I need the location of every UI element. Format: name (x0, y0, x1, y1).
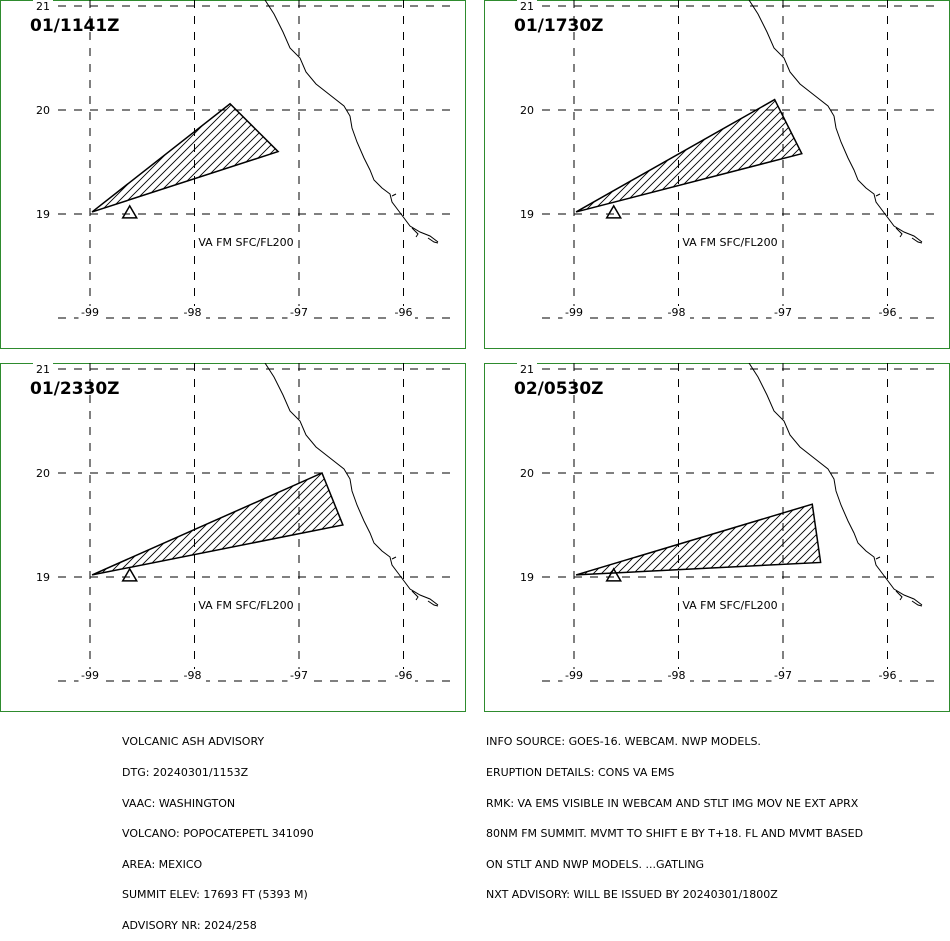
latitude-tick-label: 20 (36, 467, 50, 480)
longitude-tick-label: -98 (668, 306, 686, 319)
coastline (748, 0, 923, 243)
forecast-panel-1: -99 -98 -97 -96 21 20 19 VA FM SFC/FL200 01/114… (0, 0, 466, 349)
longitude-tick-label: -97 (774, 306, 792, 319)
advisory-line: NXT ADVISORY: WILL BE ISSUED BY 20240301… (486, 888, 778, 902)
latitude-tick-label: 21 (36, 363, 50, 376)
advisory-line: ERUPTION DETAILS: CONS VA EMS (486, 766, 675, 779)
advisory-line: ADVISORY NR: 2024/258 (122, 918, 257, 932)
advisory-line: INFO SOURCE: GOES-16. WEBCAM. NWP MODELS… (486, 735, 761, 749)
panel-time: 01/2330Z (30, 379, 120, 399)
advisory-line: VAAC: WASHINGTON (122, 796, 236, 810)
advisory-line: AREA: MEXICO (122, 857, 203, 871)
ash-level-label: VA FM SFC/FL200 (682, 599, 777, 612)
advisory-remarks-block: INFO SOURCE: GOES-16. WEBCAM. NWP MODELS… (486, 717, 863, 911)
volcano-triangle-icon (605, 204, 623, 219)
ash-level-label: VA FM SFC/FL200 (198, 599, 293, 612)
coastline (264, 0, 439, 243)
advisory-header-block: VOLCANIC ASH ADVISORY DTG: 20240301/1153… (122, 717, 314, 941)
ash-cloud-polygon (91, 102, 280, 213)
advisory-line: SUMMIT ELEV: 17693 FT (5393 M) (122, 888, 308, 902)
advisory-line: DTG: 20240301/1153Z (122, 766, 249, 779)
map-canvas: -99 -98 -97 -96 21 20 19 VA FM SFC/FL200 (0, 363, 466, 712)
longitude-tick-label: -98 (184, 669, 202, 682)
volcano-triangle-icon (121, 567, 139, 582)
volcano-triangle-icon (121, 204, 139, 219)
latitude-tick-label: 19 (520, 208, 534, 221)
longitude-tick-label: -99 (565, 306, 583, 319)
longitude-tick-label: -98 (184, 306, 202, 319)
latitude-tick-label: 19 (520, 571, 534, 584)
panel-border (0, 363, 466, 712)
longitude-tick-label: -96 (395, 306, 413, 319)
ash-level-label: VA FM SFC/FL200 (198, 236, 293, 249)
longitude-tick-label: -99 (81, 669, 99, 682)
latitude-tick-label: 20 (36, 104, 50, 117)
longitude-tick-label: -96 (879, 669, 897, 682)
coastline (748, 363, 923, 606)
coastline-detail (875, 193, 923, 244)
coastline-detail (875, 556, 923, 607)
latitude-tick-label: 21 (520, 0, 534, 13)
map-canvas: -99 -98 -97 -96 21 20 19 VA FM SFC/FL200 (0, 0, 466, 349)
longitude-tick-label: -96 (879, 306, 897, 319)
longitude-tick-label: -97 (774, 669, 792, 682)
longitude-tick-label: -99 (565, 669, 583, 682)
ash-cloud-polygon (575, 98, 803, 213)
forecast-panel-2: -99 -98 -97 -96 21 20 19 VA FM SFC/FL200 01/173… (484, 0, 950, 349)
latitude-tick-label: 20 (520, 467, 534, 480)
coastline-detail (391, 193, 439, 244)
coastline (264, 363, 439, 606)
panel-time: 01/1730Z (514, 16, 604, 36)
latitude-tick-label: 19 (36, 208, 50, 221)
longitude-tick-label: -99 (81, 306, 99, 319)
longitude-tick-label: -97 (290, 669, 308, 682)
panel-border (0, 0, 466, 349)
latitude-tick-label: 20 (520, 104, 534, 117)
advisory-line: VOLCANIC ASH ADVISORY (122, 735, 265, 749)
advisory-line: 80NM FM SUMMIT. MVMT TO SHIFT E BY T+18.… (486, 827, 864, 841)
latitude-tick-label: 21 (36, 0, 50, 13)
panel-time: 01/1141Z (30, 16, 120, 36)
advisory-line: RMK: VA EMS VISIBLE IN WEBCAM AND STLT I… (486, 796, 859, 810)
panel-time: 02/0530Z (514, 379, 604, 399)
latitude-tick-label: 19 (36, 571, 50, 584)
ash-cloud-polygon (575, 503, 822, 576)
ash-level-label: VA FM SFC/FL200 (682, 236, 777, 249)
latitude-tick-label: 21 (520, 363, 534, 376)
map-canvas: -99 -98 -97 -96 21 20 19 VA FM SFC/FL200 (484, 0, 950, 349)
forecast-panel-3: -99 -98 -97 -96 21 20 19 VA FM SFC/FL200 01/233… (0, 363, 466, 712)
ash-cloud-polygon (91, 471, 344, 576)
longitude-tick-label: -98 (668, 669, 686, 682)
advisory-line: VOLCANO: POPOCATEPETL 341090 (122, 827, 314, 841)
coastline-detail (391, 556, 439, 607)
advisory-line: ON STLT AND NWP MODELS. ...GATLING (486, 857, 705, 871)
longitude-tick-label: -97 (290, 306, 308, 319)
forecast-panel-4: -99 -98 -97 -96 21 20 19 VA FM SFC/FL200 02/053… (484, 363, 950, 712)
map-canvas: -99 -98 -97 -96 21 20 19 VA FM SFC/FL200 (484, 363, 950, 712)
volcano-triangle-icon (605, 567, 623, 582)
longitude-tick-label: -96 (395, 669, 413, 682)
